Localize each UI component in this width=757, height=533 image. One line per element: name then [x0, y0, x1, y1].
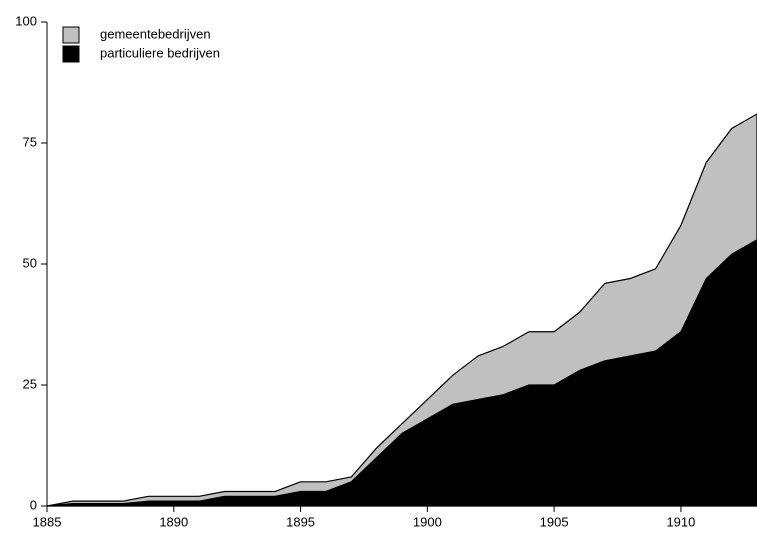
x-tick-label: 1895: [286, 514, 315, 529]
y-tick-label: 25: [23, 376, 37, 391]
y-tick-label: 75: [23, 134, 37, 149]
y-tick-label: 100: [15, 13, 37, 28]
x-tick-label: 1900: [413, 514, 442, 529]
area: [46, 113, 757, 507]
legend-swatch: [62, 45, 80, 63]
y-tick-label: 0: [30, 497, 37, 512]
legend-label: gemeentebedrijven: [100, 26, 211, 41]
legend-swatch: [62, 26, 80, 44]
x-tick-label: 1910: [666, 514, 695, 529]
y-tick-label: 50: [23, 255, 37, 270]
x-tick-label: 1905: [540, 514, 569, 529]
x-tick-label: 1885: [33, 514, 62, 529]
x-tick-label: 1890: [159, 514, 188, 529]
legend-label: particuliere bedrijven: [100, 45, 220, 60]
